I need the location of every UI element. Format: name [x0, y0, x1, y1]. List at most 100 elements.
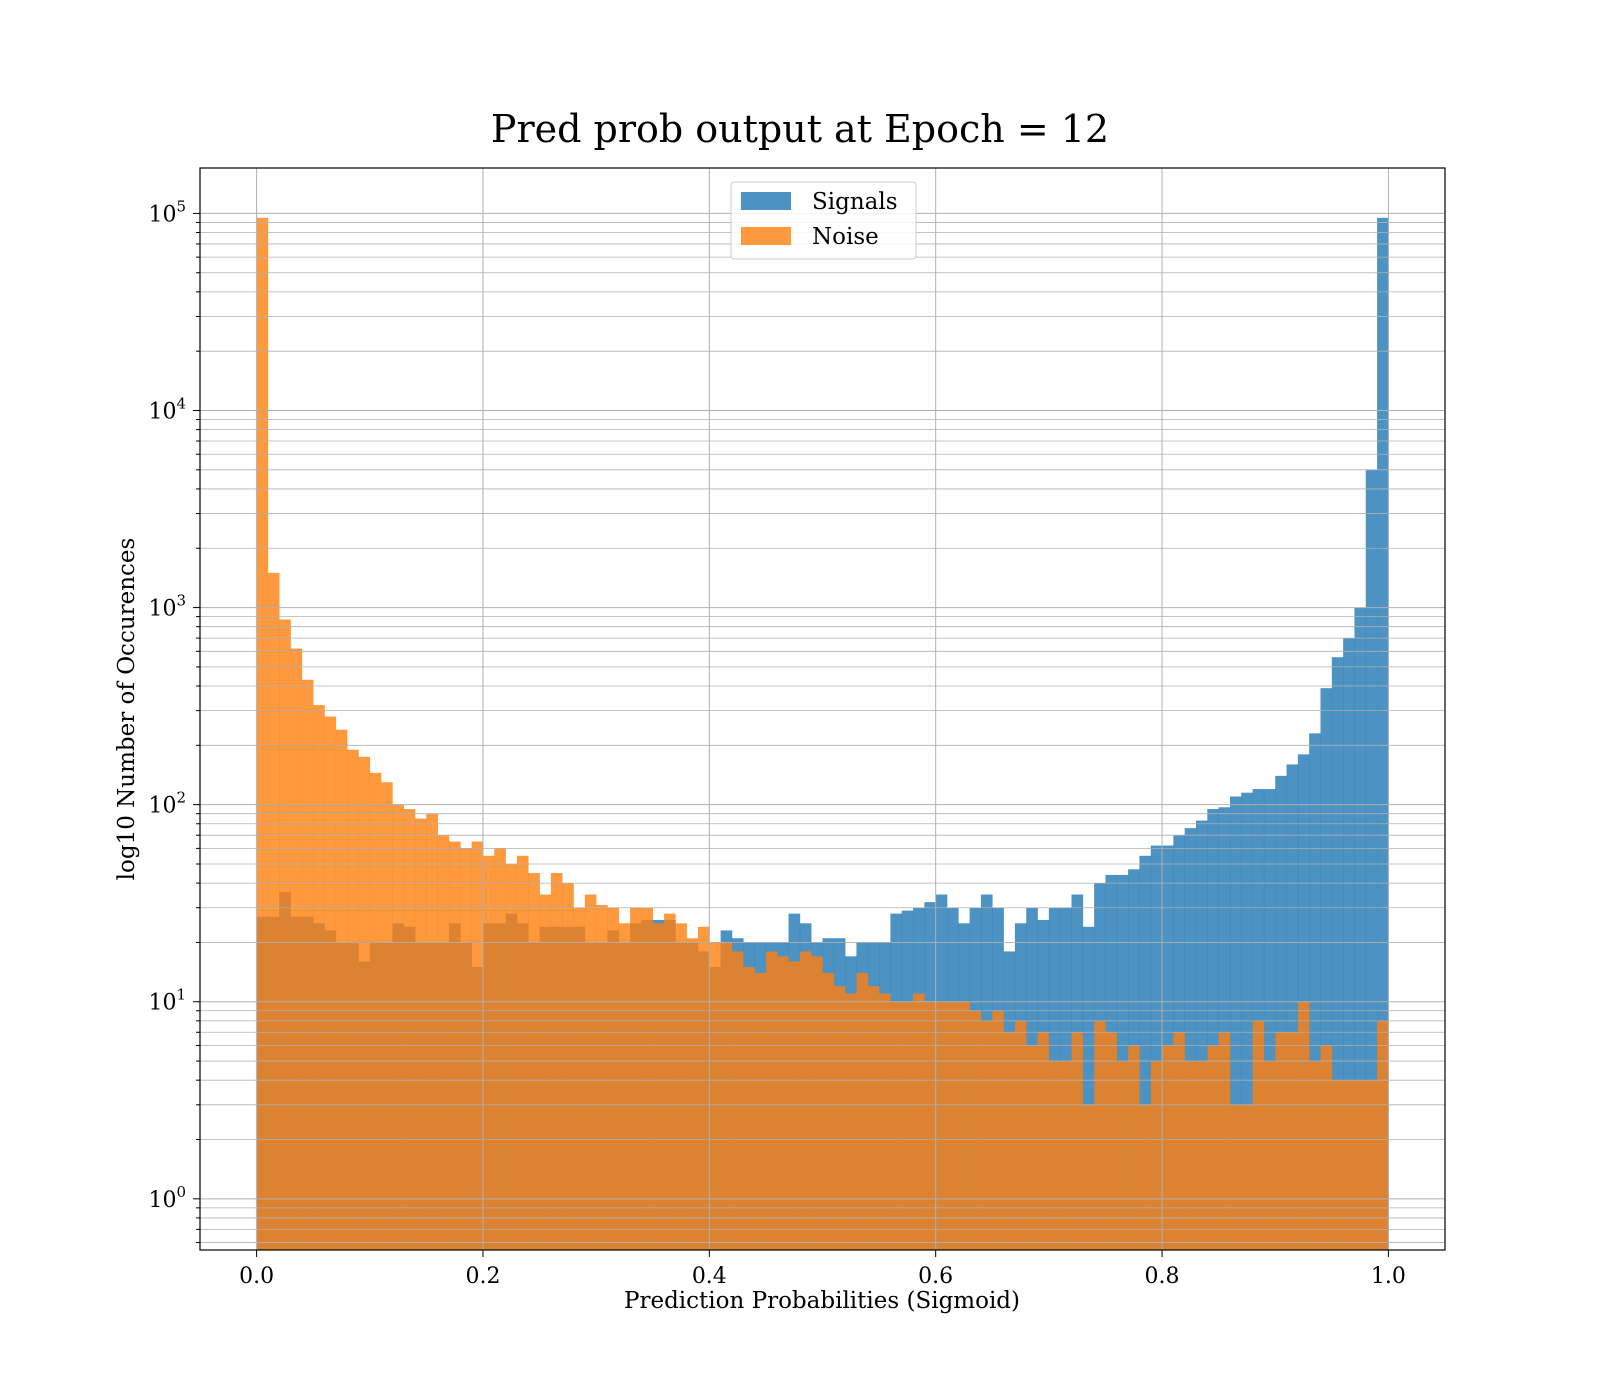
noise-bar: [1082, 1104, 1095, 1250]
noise-bar: [550, 873, 563, 1250]
noise-bar: [347, 749, 359, 1250]
noise-bar: [426, 813, 438, 1250]
y-axis-ticks: 100 101 102 103 104 105: [148, 197, 200, 1244]
noise-bar: [765, 951, 778, 1250]
noise-bar: [1094, 1020, 1106, 1250]
noise-bar: [1128, 1045, 1140, 1250]
noise-bar: [833, 986, 846, 1250]
noise-bar: [1026, 1045, 1038, 1250]
noise-bar: [901, 1001, 914, 1250]
noise-bar: [1263, 1061, 1276, 1250]
noise-bar: [437, 835, 450, 1250]
noise-bar: [482, 855, 495, 1250]
noise-bar: [686, 938, 699, 1250]
noise-bar: [924, 1001, 936, 1250]
signals-bar: [1196, 820, 1208, 1250]
noise-bar: [392, 804, 405, 1250]
noise-bar: [1309, 1061, 1321, 1250]
y-tick-label: 103: [148, 592, 186, 622]
signals-bar: [1377, 217, 1389, 1250]
noise-bar: [641, 907, 654, 1250]
noise-bar: [1286, 1032, 1299, 1250]
x-tick-label: 0.0: [239, 1264, 274, 1289]
legend-swatch-noise: [741, 227, 791, 245]
noise-bar: [505, 863, 518, 1250]
signals-bar: [1309, 733, 1321, 1250]
noise-bar: [562, 883, 574, 1250]
noise-bar: [607, 907, 620, 1250]
signals-bar: [1218, 807, 1231, 1250]
noise-bar: [1320, 1045, 1333, 1250]
noise-bar: [1365, 1080, 1378, 1250]
noise-bar: [664, 913, 676, 1250]
noise-bars: [256, 217, 1389, 1250]
noise-bar: [596, 904, 608, 1250]
noise-bar: [743, 967, 755, 1250]
noise-bar: [1207, 1045, 1219, 1250]
noise-bar: [1229, 1104, 1242, 1250]
noise-bar: [856, 972, 869, 1250]
signals-bar: [1320, 688, 1333, 1250]
plot-frame: [199, 167, 1446, 1251]
noise-bar: [958, 1001, 970, 1250]
noise-bar: [516, 855, 529, 1250]
signals-bar: [1207, 809, 1219, 1250]
signals-bar: [1184, 828, 1197, 1250]
noise-bar: [879, 993, 891, 1250]
x-tick-label: 0.2: [465, 1264, 500, 1289]
noise-bar: [381, 782, 393, 1250]
noise-bar: [992, 1010, 1004, 1250]
noise-bar: [1252, 1020, 1265, 1250]
signals-bar: [1150, 845, 1163, 1250]
noise-bar: [652, 923, 665, 1250]
noise-bar: [584, 894, 597, 1250]
signals-bar: [1331, 657, 1344, 1250]
noise-bar: [867, 986, 880, 1250]
noise-bar: [1139, 1104, 1152, 1250]
noise-bar: [1162, 1045, 1174, 1250]
legend-label-signals: Signals: [812, 189, 898, 215]
noise-bar: [698, 926, 710, 1250]
noise-bar: [290, 648, 303, 1250]
noise-bar: [1275, 1032, 1287, 1250]
noise-bar: [1003, 1032, 1016, 1250]
noise-bar: [969, 1010, 982, 1250]
x-tick-label: 0.4: [692, 1264, 727, 1289]
legend-label-noise: Noise: [812, 224, 879, 250]
noise-bar: [913, 993, 925, 1250]
noise-bar: [324, 716, 337, 1250]
signals-bar: [1365, 469, 1378, 1251]
grid-lines: [200, 168, 1445, 1250]
noise-bar: [1354, 1080, 1367, 1250]
noise-bar: [335, 729, 348, 1250]
noise-bar: [1105, 1032, 1118, 1250]
noise-bar: [754, 972, 767, 1250]
noise-bar: [618, 923, 631, 1250]
signals-bar: [1343, 638, 1355, 1250]
y-tick-label: 100: [148, 1183, 186, 1213]
noise-bar: [415, 818, 427, 1250]
noise-bar: [947, 1001, 959, 1250]
noise-bar: [811, 956, 823, 1250]
noise-bar: [1173, 1032, 1185, 1250]
y-tick-label: 102: [148, 789, 186, 819]
noise-bar: [1060, 1061, 1072, 1250]
noise-bar: [731, 951, 744, 1250]
y-tick-label: 104: [148, 394, 186, 424]
noise-bar: [573, 907, 586, 1250]
noise-bar: [1343, 1080, 1355, 1250]
noise-bar: [720, 942, 733, 1250]
x-tick-label: 0.6: [918, 1264, 953, 1289]
noise-bar: [709, 942, 721, 1250]
signals-bar: [1252, 789, 1265, 1250]
noise-bar: [1184, 1061, 1197, 1250]
noise-bar: [845, 993, 857, 1250]
x-axis-ticks: 0.0 0.2 0.4 0.6 0.8 1.0: [239, 1250, 1406, 1289]
noise-bar: [369, 772, 382, 1250]
noise-bar: [777, 956, 789, 1250]
noise-bar: [675, 923, 687, 1250]
noise-bar: [890, 1001, 903, 1250]
signals-bar: [1241, 792, 1253, 1250]
noise-bar: [1331, 1080, 1344, 1250]
noise-bar: [799, 951, 812, 1250]
